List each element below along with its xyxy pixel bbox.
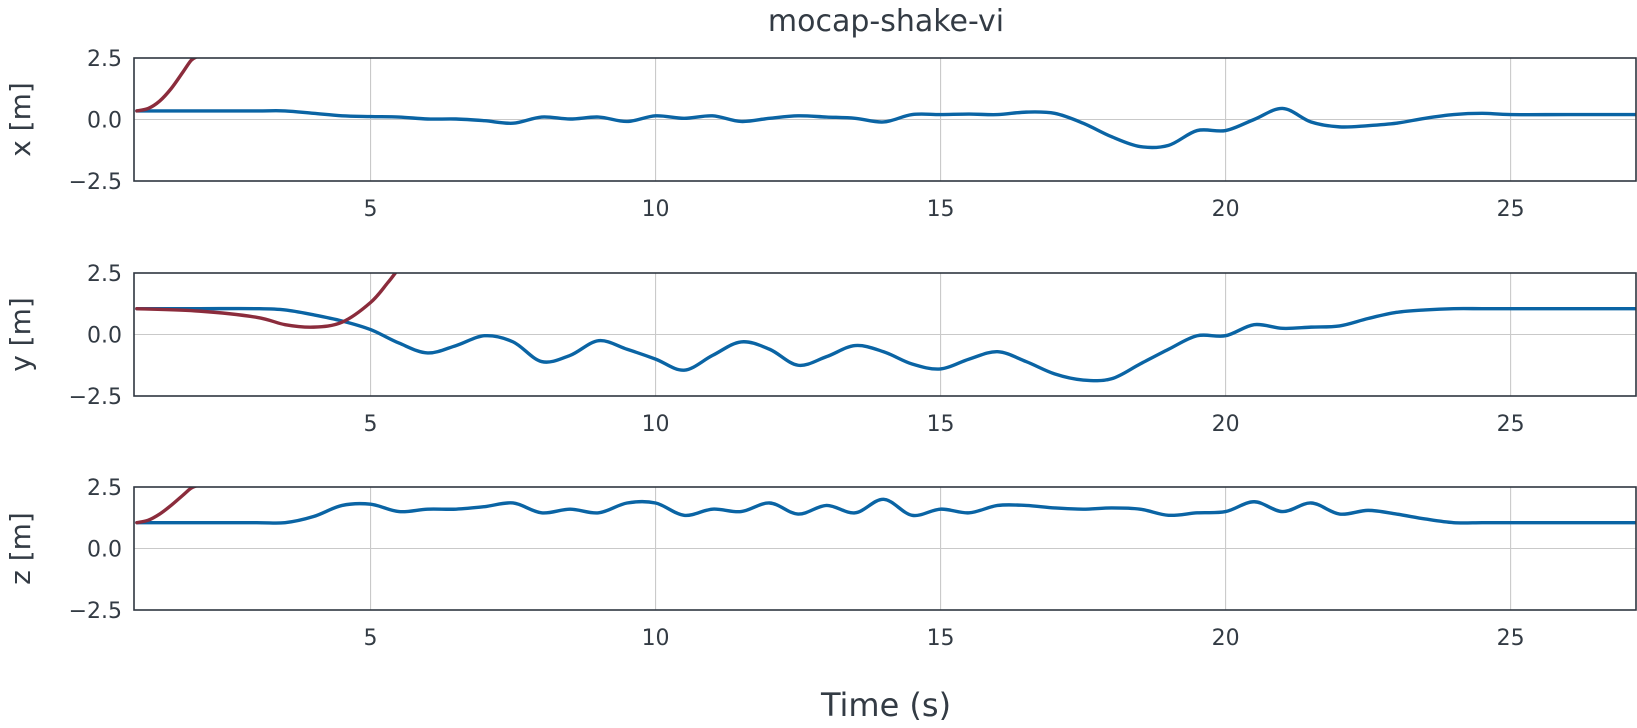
chart-title: mocap-shake-vi bbox=[768, 4, 1004, 39]
y-tick-label: 0.0 bbox=[87, 324, 122, 349]
series-line-blue bbox=[135, 306, 1636, 383]
x-tick-label: 5 bbox=[364, 626, 378, 651]
x-tick-label: 15 bbox=[927, 197, 955, 222]
y-tick-label: 2.5 bbox=[87, 262, 122, 287]
x-tick-label: 20 bbox=[1212, 412, 1240, 437]
series-line-red bbox=[135, 487, 198, 525]
axes-frame bbox=[133, 57, 1637, 182]
panel-3: 5 10 15 20 25 −2.5 0.0 2.5 z [m] bbox=[4, 476, 1637, 651]
y-tick-label: −2.5 bbox=[69, 385, 122, 410]
series-line-blue bbox=[135, 497, 1636, 525]
y-tick-label: −2.5 bbox=[69, 170, 122, 195]
x-tick-label: 5 bbox=[364, 197, 378, 222]
y-axis-label: y [m] bbox=[4, 297, 37, 372]
x-tick-label: 10 bbox=[642, 197, 670, 222]
y-tick-label: −2.5 bbox=[69, 599, 122, 624]
axes-frame bbox=[133, 486, 1637, 611]
y-axis-label: x [m] bbox=[4, 82, 37, 157]
y-tick-label: 2.5 bbox=[87, 476, 122, 501]
series-line-blue bbox=[135, 106, 1636, 150]
x-axis-label: Time (s) bbox=[820, 686, 951, 724]
y-axis-label: z [m] bbox=[4, 512, 37, 585]
x-tick-label: 15 bbox=[927, 626, 955, 651]
x-tick-label: 25 bbox=[1497, 626, 1525, 651]
y-tick-label: 0.0 bbox=[87, 109, 122, 134]
panels-container: 5 10 15 20 25 −2.5 0.0 2.5 x [m] 5 10 15 20 25 −2.5 0.0… bbox=[4, 47, 1637, 651]
series-group bbox=[135, 487, 1636, 525]
axes-frame bbox=[133, 272, 1637, 397]
x-tick-label: 25 bbox=[1497, 412, 1525, 437]
y-tick-label: 0.0 bbox=[87, 538, 122, 563]
series-group bbox=[135, 58, 1636, 150]
panel-1: 5 10 15 20 25 −2.5 0.0 2.5 x [m] bbox=[4, 47, 1637, 222]
series-group bbox=[135, 273, 1636, 383]
series-line-red bbox=[135, 273, 398, 329]
y-tick-label: 2.5 bbox=[87, 47, 122, 72]
series-line-red bbox=[135, 58, 198, 113]
x-tick-label: 15 bbox=[927, 412, 955, 437]
x-tick-label: 10 bbox=[642, 626, 670, 651]
x-tick-label: 5 bbox=[364, 412, 378, 437]
panel-2: 5 10 15 20 25 −2.5 0.0 2.5 y [m] bbox=[4, 262, 1637, 437]
x-tick-label: 20 bbox=[1212, 626, 1240, 651]
x-tick-label: 20 bbox=[1212, 197, 1240, 222]
x-tick-label: 25 bbox=[1497, 197, 1525, 222]
x-tick-label: 10 bbox=[642, 412, 670, 437]
